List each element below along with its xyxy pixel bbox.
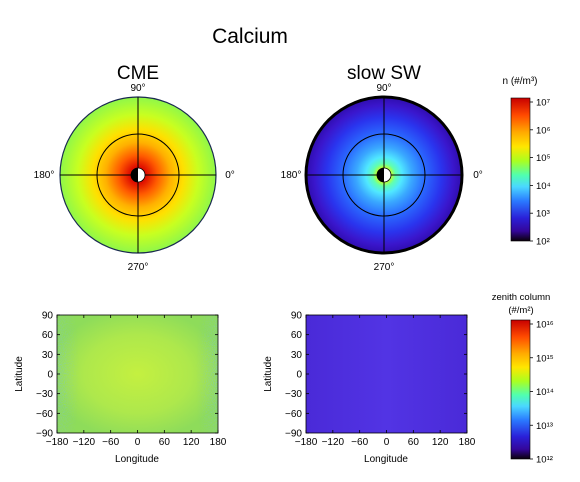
x-tick-label: −180 — [295, 437, 318, 448]
y-tick-label: 60 — [42, 330, 54, 341]
colorbar-tick-label: 10¹⁵ — [536, 353, 554, 364]
colorbar-tick-label: 10⁴ — [536, 181, 551, 192]
x-axis-title: Longitude — [364, 454, 408, 465]
edge-speckle-right — [196, 315, 218, 433]
x-tick-label: −60 — [351, 437, 368, 448]
y-tick-label: 30 — [291, 350, 303, 361]
x-tick-label: −120 — [73, 437, 96, 448]
map-panel-slow-sw: −180 −120 −60 0 60 120 180 90 60 30 0 −30 −60 −90 Lon… — [263, 311, 476, 466]
x-tick-label: −60 — [102, 437, 119, 448]
colorbar-tick-label: 10⁷ — [536, 98, 551, 109]
colorbar-tick-label: 10⁵ — [536, 153, 551, 164]
colorbar-tick-label: 10² — [536, 237, 550, 248]
map-panel-cme: −180 −120 −60 0 60 120 180 90 60 30 0 −30 −60 −90 Lon… — [14, 311, 227, 466]
y-axis-title: Latitude — [263, 356, 274, 392]
colorbar-title-line2: (#/m²) — [508, 305, 533, 316]
figure-title: Calcium — [212, 25, 288, 48]
density-colorbar: n (#/m³) 10⁷ 10⁶ 10⁵ 10⁴ 10³ 10² — [503, 76, 551, 248]
polar-panel-slow-sw: slow SW 90° 180° 0° 270° — [281, 63, 483, 273]
heatmap-area — [57, 315, 218, 433]
polar-panel-cme: CME 90° 180° 0° 270° — [34, 63, 235, 273]
x-tick-label: −180 — [46, 437, 69, 448]
angle-label-0: 0° — [225, 170, 235, 181]
edge-speckle-left — [57, 315, 79, 433]
y-tick-label: −60 — [285, 409, 302, 420]
colorbar-title: n (#/m³) — [503, 76, 538, 87]
panel-title: slow SW — [347, 63, 421, 84]
x-tick-label: 180 — [210, 437, 227, 448]
x-tick-label: 120 — [183, 437, 200, 448]
colorbar-scale — [510, 319, 531, 460]
x-tick-label: 180 — [459, 437, 476, 448]
colorbar-tick-label: 10¹⁴ — [536, 387, 554, 398]
heatmap-area — [306, 315, 467, 433]
y-tick-label: −90 — [36, 429, 53, 440]
angle-label-270: 270° — [374, 262, 395, 273]
angle-label-0: 0° — [473, 170, 483, 181]
x-tick-label: 120 — [432, 437, 449, 448]
x-tick-label: 0 — [135, 437, 141, 448]
panel-title: CME — [117, 63, 159, 84]
planet-marker — [130, 167, 146, 183]
y-tick-label: −30 — [36, 389, 53, 400]
y-tick-label: 60 — [291, 330, 303, 341]
colorbar-tick-label: 10³ — [536, 209, 550, 220]
angle-label-90: 90° — [376, 83, 391, 94]
column-colorbar: zenith column (#/m²) 10¹⁶ 10¹⁵ 10¹⁴ 10¹³ 10¹… — [492, 292, 554, 466]
colorbar-title-line1: zenith column — [492, 292, 551, 303]
x-axis-title: Longitude — [115, 454, 159, 465]
y-tick-label: −90 — [285, 429, 302, 440]
y-tick-label: −60 — [36, 409, 53, 420]
angle-label-90: 90° — [130, 83, 145, 94]
angle-label-180: 180° — [281, 170, 302, 181]
x-tick-label: 60 — [159, 437, 171, 448]
angle-label-270: 270° — [128, 262, 149, 273]
planet-marker — [376, 167, 392, 183]
y-tick-label: 90 — [42, 311, 54, 322]
colorbar-tick-label: 10¹³ — [536, 421, 553, 432]
y-tick-label: 90 — [291, 311, 303, 322]
x-tick-label: −120 — [322, 437, 345, 448]
y-tick-label: 0 — [47, 370, 53, 381]
x-tick-label: 0 — [384, 437, 390, 448]
angle-label-180: 180° — [34, 170, 55, 181]
colorbar-tick-label: 10⁶ — [536, 125, 551, 136]
colorbar-tick-label: 10¹⁶ — [536, 320, 554, 331]
y-tick-label: −30 — [285, 389, 302, 400]
y-tick-label: 0 — [296, 370, 302, 381]
y-axis-title: Latitude — [14, 356, 25, 392]
colorbar-scale — [510, 97, 531, 242]
colorbar-tick-label: 10¹² — [536, 455, 553, 466]
x-tick-label: 60 — [408, 437, 420, 448]
y-tick-label: 30 — [42, 350, 54, 361]
